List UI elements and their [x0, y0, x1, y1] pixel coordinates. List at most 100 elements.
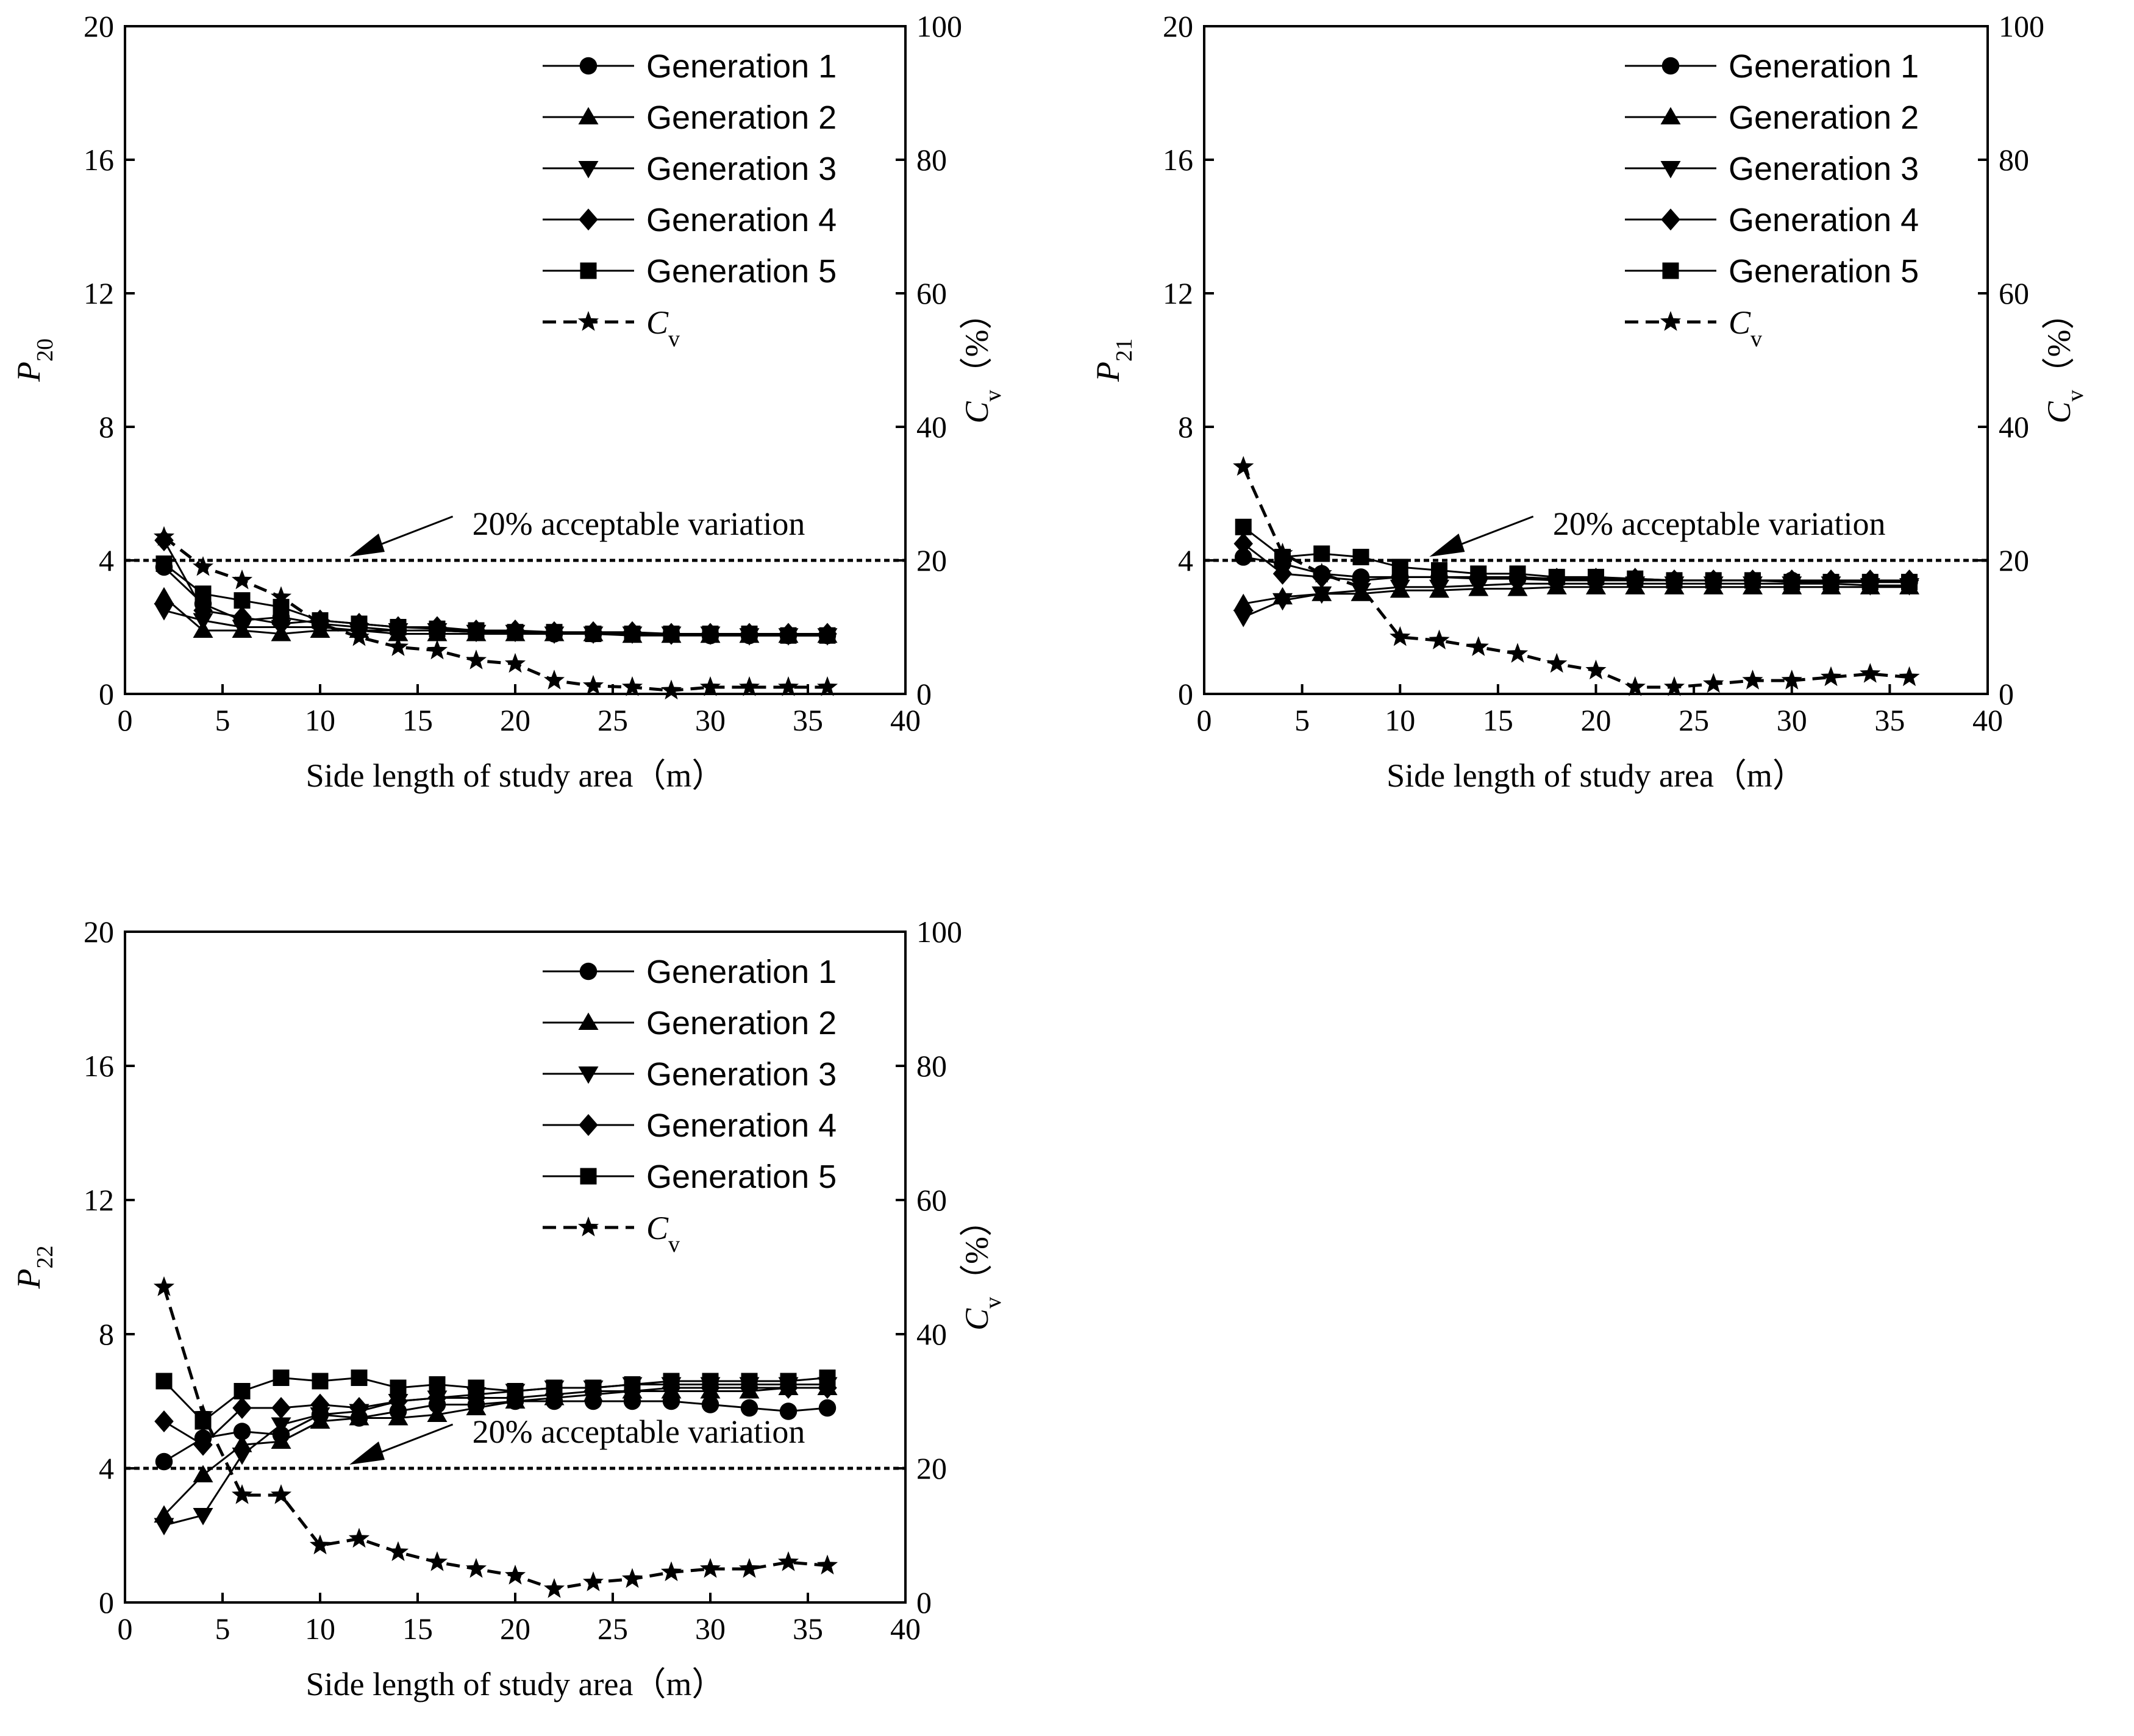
legend-label-5: Generation 5	[646, 1159, 837, 1195]
x-tick-label: 10	[305, 703, 335, 737]
annotation-arrow-head	[349, 534, 385, 557]
x-tick-label: 40	[1972, 703, 2003, 737]
y2-tick-label: 80	[916, 1049, 947, 1083]
data-point	[780, 627, 797, 644]
y2-tick-label: 60	[1999, 276, 2029, 310]
data-point	[699, 1558, 721, 1578]
x-tick-label: 25	[598, 1612, 628, 1646]
data-point	[663, 625, 680, 642]
data-point	[1822, 574, 1840, 591]
data-point	[1233, 610, 1254, 627]
annotation-label: 20% acceptable variation	[1553, 505, 1886, 542]
legend-label-4: Generation 4	[646, 202, 837, 238]
data-point	[1235, 518, 1252, 535]
y2-tick-label: 80	[1999, 143, 2029, 177]
x-tick-label: 15	[402, 703, 433, 737]
legend-marker-5	[580, 1168, 597, 1185]
data-point	[1742, 670, 1763, 690]
data-point	[819, 627, 836, 644]
data-point	[154, 603, 174, 621]
y-tick-label: 20	[84, 9, 114, 43]
y2-tick-label: 60	[916, 276, 947, 310]
data-point	[1468, 636, 1489, 656]
data-point	[1901, 574, 1918, 591]
x-axis-label: Side length of study area（m）	[1386, 757, 1805, 794]
legend-marker-1	[579, 962, 598, 981]
y-tick-label: 16	[84, 143, 114, 177]
y2-tick-label: 0	[1999, 677, 2014, 711]
data-point	[1390, 579, 1410, 598]
data-point	[702, 625, 719, 642]
chart-panel-2: 0 5 10 15 20 25 30 35 40048121620020406080100Sid…	[1090, 9, 2088, 794]
legend-marker-4	[579, 1114, 598, 1136]
legend-label-2: Generation 2	[646, 99, 837, 136]
y-tick-label: 4	[99, 1451, 114, 1485]
legend-marker-6	[1660, 311, 1682, 331]
data-point	[1588, 568, 1604, 585]
data-point	[818, 1399, 837, 1417]
data-point	[348, 1527, 370, 1548]
data-point	[1272, 562, 1293, 585]
legend-label-2: Generation 2	[1729, 99, 1919, 136]
y-tick-label: 16	[1163, 143, 1193, 177]
data-point	[232, 606, 252, 629]
data-point	[660, 1561, 682, 1582]
data-point	[582, 674, 604, 695]
annotation-arrow-head	[349, 1441, 385, 1465]
data-point	[1431, 562, 1447, 579]
y2-axis-label: Cv（%）	[958, 296, 1006, 423]
data-point	[271, 1397, 291, 1419]
data-point	[193, 613, 213, 631]
x-tick-label: 30	[1777, 703, 1807, 737]
data-point	[155, 555, 173, 572]
data-point	[465, 1558, 487, 1578]
y2-tick-label: 20	[916, 1451, 947, 1485]
data-point	[1272, 543, 1293, 563]
y-tick-label: 8	[99, 1317, 114, 1351]
data-point	[1272, 593, 1293, 611]
data-point	[1233, 593, 1254, 612]
legend-label-1: Generation 1	[646, 48, 837, 85]
legend-marker-2	[1660, 107, 1681, 124]
annotation-label: 20% acceptable variation	[473, 1413, 805, 1450]
data-point	[231, 1484, 253, 1504]
legend-marker-3	[578, 1066, 599, 1084]
data-point	[1233, 455, 1254, 476]
legend-label-4: Generation 4	[646, 1107, 837, 1144]
data-point	[1548, 568, 1565, 585]
x-tick-label: 20	[1581, 703, 1611, 737]
data-point	[1352, 549, 1369, 566]
legend-marker-1	[579, 57, 598, 75]
data-point	[585, 625, 602, 642]
data-point	[1744, 572, 1761, 589]
y2-tick-label: 60	[916, 1183, 947, 1217]
y2-tick-label: 80	[916, 143, 947, 177]
data-point	[624, 625, 641, 642]
y2-tick-label: 0	[916, 1585, 932, 1620]
annotation-arrow-head	[1429, 534, 1465, 557]
y-tick-label: 4	[1178, 543, 1193, 577]
data-point	[738, 1558, 760, 1578]
legend-marker-2	[578, 1012, 599, 1030]
data-point	[232, 620, 252, 637]
data-point	[271, 613, 291, 635]
data-point	[465, 649, 487, 670]
x-tick-label: 35	[793, 703, 823, 737]
data-point	[1311, 586, 1332, 604]
legend-label-1: Generation 1	[1729, 48, 1919, 85]
series-line-6	[162, 1287, 828, 1591]
y2-tick-label: 100	[916, 915, 962, 949]
legend-marker-6	[577, 311, 599, 331]
data-point	[234, 592, 251, 609]
x-tick-label: 0	[1197, 703, 1212, 737]
data-point	[193, 599, 213, 622]
x-tick-label: 10	[305, 1612, 335, 1646]
data-point	[1546, 652, 1568, 673]
data-point	[1783, 574, 1800, 591]
chart-panel-3: 0 5 10 15 20 25 30 35 40048121620020406080100Sid…	[10, 915, 1006, 1702]
data-point	[155, 1373, 173, 1390]
x-tick-label: 20	[500, 1612, 530, 1646]
data-point	[390, 1379, 407, 1396]
x-tick-label: 10	[1385, 703, 1415, 737]
